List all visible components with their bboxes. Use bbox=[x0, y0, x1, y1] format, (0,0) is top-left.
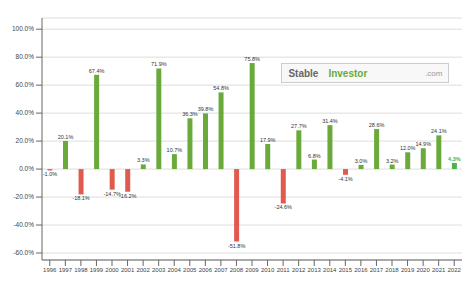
svg-text:2012: 2012 bbox=[292, 267, 306, 273]
svg-text:-20.0%: -20.0% bbox=[13, 193, 34, 200]
svg-text:2006: 2006 bbox=[199, 267, 213, 273]
svg-text:17.9%: 17.9% bbox=[260, 137, 276, 143]
html-text:.com: .com bbox=[425, 68, 443, 78]
svg-text:67.4%: 67.4% bbox=[89, 68, 105, 74]
svg-text:60.0%: 60.0% bbox=[16, 81, 35, 88]
svg-text:-60.0%: -60.0% bbox=[13, 249, 34, 256]
svg-text:28.6%: 28.6% bbox=[369, 122, 385, 128]
svg-text:2003: 2003 bbox=[152, 267, 166, 273]
svg-text:1996: 1996 bbox=[43, 267, 57, 273]
svg-text:-51.8%: -51.8% bbox=[228, 243, 246, 249]
svg-text:2002: 2002 bbox=[136, 267, 150, 273]
svg-text:2010: 2010 bbox=[261, 267, 275, 273]
svg-text:-16.2%: -16.2% bbox=[119, 193, 137, 199]
svg-text:2016: 2016 bbox=[354, 267, 368, 273]
svg-text:-14.7%: -14.7% bbox=[103, 190, 121, 197]
svg-text:2001: 2001 bbox=[121, 267, 135, 273]
svg-text:4.3%: 4.3% bbox=[448, 156, 461, 162]
svg-text:2022: 2022 bbox=[448, 267, 462, 273]
svg-text:14.9%: 14.9% bbox=[415, 141, 431, 147]
svg-text:40.0%: 40.0% bbox=[16, 109, 35, 116]
svg-text:36.3%: 36.3% bbox=[182, 111, 198, 117]
svg-text:2019: 2019 bbox=[401, 267, 415, 273]
html-text:Stable: Stable bbox=[288, 67, 319, 79]
svg-text:1999: 1999 bbox=[90, 267, 104, 273]
svg-text:2009: 2009 bbox=[245, 267, 259, 273]
svg-text:2005: 2005 bbox=[183, 267, 197, 273]
svg-text:6.8%: 6.8% bbox=[308, 153, 321, 159]
svg-text:20.0%: 20.0% bbox=[16, 137, 35, 144]
svg-text:3.2%: 3.2% bbox=[386, 158, 399, 164]
svg-text:10.7%: 10.7% bbox=[167, 147, 183, 153]
svg-text:12.0%: 12.0% bbox=[400, 145, 416, 151]
svg-text:2000: 2000 bbox=[105, 267, 119, 273]
svg-text:2015: 2015 bbox=[339, 267, 353, 273]
svg-text:75.8%: 75.8% bbox=[244, 56, 260, 62]
svg-text:24.1%: 24.1% bbox=[431, 128, 447, 134]
svg-text:2011: 2011 bbox=[277, 267, 291, 273]
svg-text:2021: 2021 bbox=[432, 267, 446, 273]
svg-text:39.8%: 39.8% bbox=[198, 106, 214, 112]
svg-text:2017: 2017 bbox=[370, 267, 384, 273]
html-text:Investor: Investor bbox=[328, 67, 368, 79]
svg-text:3.3%: 3.3% bbox=[137, 157, 150, 163]
svg-text:1997: 1997 bbox=[59, 267, 73, 273]
svg-text:100.0%: 100.0% bbox=[12, 25, 34, 32]
svg-text:-4.1%: -4.1% bbox=[338, 176, 352, 182]
svg-text:2020: 2020 bbox=[416, 267, 430, 273]
svg-text:27.7%: 27.7% bbox=[291, 123, 307, 129]
svg-text:31.4%: 31.4% bbox=[322, 118, 338, 124]
svg-text:2014: 2014 bbox=[323, 267, 337, 273]
svg-text:2004: 2004 bbox=[168, 267, 182, 273]
svg-text:0.0%: 0.0% bbox=[19, 165, 34, 172]
svg-text:2018: 2018 bbox=[385, 267, 399, 273]
svg-text:20.1%: 20.1% bbox=[58, 134, 74, 140]
svg-text:-40.0%: -40.0% bbox=[13, 221, 34, 228]
svg-text:3.0%: 3.0% bbox=[355, 158, 368, 164]
svg-text:-18.1%: -18.1% bbox=[72, 195, 90, 201]
svg-text:80.0%: 80.0% bbox=[16, 53, 35, 60]
svg-text:-24.6%: -24.6% bbox=[275, 204, 293, 210]
svg-text:54.8%: 54.8% bbox=[213, 85, 229, 91]
svg-text:2007: 2007 bbox=[214, 267, 228, 273]
svg-text:71.9%: 71.9% bbox=[151, 61, 167, 67]
svg-text:-1.0%: -1.0% bbox=[43, 171, 57, 177]
svg-text:2008: 2008 bbox=[230, 267, 244, 273]
svg-text:1998: 1998 bbox=[74, 267, 88, 273]
svg-text:2013: 2013 bbox=[308, 267, 322, 273]
